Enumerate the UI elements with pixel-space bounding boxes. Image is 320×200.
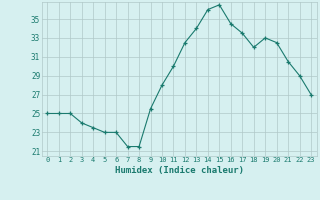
X-axis label: Humidex (Indice chaleur): Humidex (Indice chaleur) — [115, 166, 244, 175]
